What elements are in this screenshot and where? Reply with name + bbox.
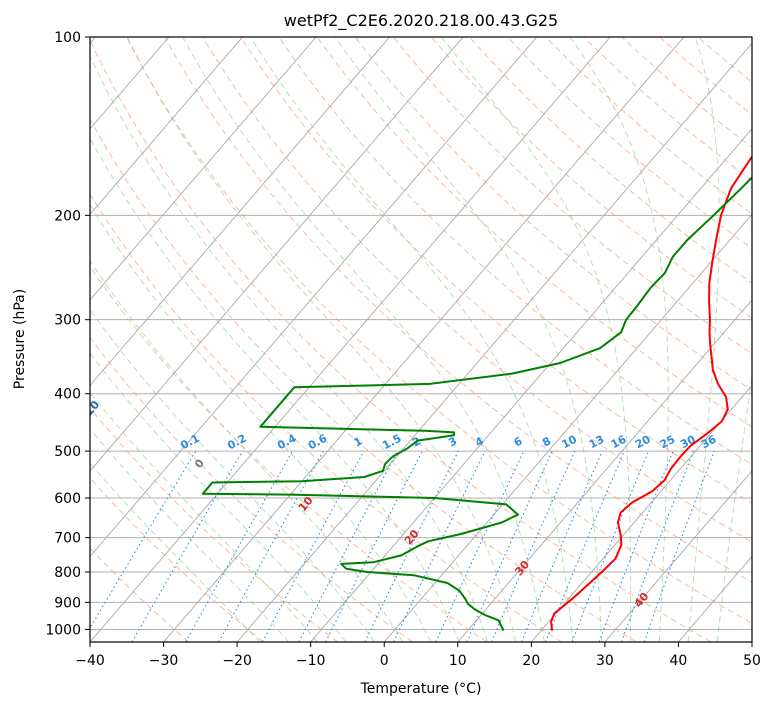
- dry-adiabat: [316, 37, 752, 428]
- y-tick-label: 100: [54, 30, 81, 46]
- dry-adiabat: [507, 37, 752, 249]
- dry-adiabat: [90, 193, 562, 642]
- isotherm-line: [90, 37, 243, 216]
- y-tick-label: 800: [54, 565, 81, 581]
- x-tick-label: −30: [149, 653, 179, 669]
- isotherm-line: [530, 384, 752, 642]
- moist-adiabat: [126, 37, 517, 642]
- mixing-ratio-label: 25: [658, 433, 678, 452]
- x-tick-label: 10: [449, 653, 467, 669]
- dry-adiabat: [583, 37, 752, 182]
- mixing-ratio-label: 36: [699, 433, 719, 452]
- isotherm-line: [236, 42, 752, 642]
- isotherm-line: [604, 470, 752, 642]
- dry-adiabat: [90, 336, 413, 642]
- x-tick-label: −40: [75, 653, 105, 669]
- isotherm-line: [383, 213, 752, 642]
- y-tick-label: 600: [54, 491, 81, 507]
- moist-adiabat: [90, 391, 318, 642]
- x-tick-label: 50: [743, 653, 761, 669]
- y-tick-label: 700: [54, 531, 81, 547]
- mixing-ratio-label: 20: [633, 433, 653, 452]
- mixing-ratio-line: [598, 450, 674, 642]
- mixing-ratio-label: 10: [559, 432, 579, 451]
- mixing-ratio-line: [364, 450, 459, 642]
- isotherm-line: [163, 37, 685, 642]
- isotherm-line: [90, 37, 611, 642]
- mixing-ratio-line: [435, 450, 525, 642]
- plot-frame: [89, 36, 753, 643]
- dry-adiabat: [164, 37, 752, 583]
- y-tick-label: 1000: [45, 622, 81, 638]
- moist-adiabat: [90, 352, 347, 642]
- dry-adiabat: [354, 37, 752, 391]
- mixing-ratio-lines: [90, 450, 715, 642]
- dry-adiabat: [240, 37, 752, 504]
- mixing-ratio-line: [90, 450, 197, 630]
- x-tick-label: 40: [670, 653, 688, 669]
- isotherm-line: [90, 37, 538, 558]
- moist-adiabats: [90, 37, 752, 642]
- mixing-ratio-label: 16: [609, 433, 629, 452]
- x-tick-label: 0: [380, 653, 389, 669]
- y-axis-ticks: 100 200 300 400 500 600 700 800 900 1000: [45, 30, 90, 638]
- y-tick-label: 300: [54, 313, 81, 329]
- moist-adiabat: [687, 37, 720, 642]
- mixing-ratio-line: [393, 450, 486, 642]
- moist-adiabat: [182, 37, 545, 642]
- dry-adiabat: [545, 37, 752, 215]
- mixing-ratio-line: [131, 450, 244, 642]
- y-tick-label: 500: [54, 444, 81, 460]
- chart-title: wetPf2_C2E6.2020.218.00.43.G25: [284, 11, 558, 31]
- x-axis-ticks: −40 −30 −20 −10 0 10 20 30 40 50: [75, 642, 761, 669]
- x-tick-label: 30: [596, 653, 614, 669]
- x-axis-label: Temperature (°C): [360, 681, 482, 697]
- dry-adiabat: [126, 37, 752, 624]
- y-axis-label: Pressure (hPa): [12, 289, 28, 389]
- moist-adiabat: [569, 37, 669, 642]
- isotherm-line: [90, 37, 317, 301]
- dewpoint-profile-line: [201, 175, 752, 632]
- sounding-profiles: [201, 155, 752, 632]
- isotherm-line: [310, 128, 752, 642]
- dry-adiabat: [90, 477, 264, 642]
- skewed-isotherms: [90, 37, 752, 642]
- dry-adiabat: [278, 37, 752, 466]
- mixing-ratio-line: [262, 450, 365, 642]
- x-tick-label: −20: [222, 653, 252, 669]
- moist-adiabat: [441, 37, 632, 642]
- y-tick-label: 400: [54, 387, 81, 403]
- moist-adiabat: [716, 372, 752, 642]
- moist-adiabat: [90, 428, 290, 642]
- moist-adiabat: [90, 137, 460, 642]
- mixing-ratio-label: 13: [587, 433, 607, 452]
- y-tick-label: 200: [54, 208, 81, 224]
- y-tick-label: 900: [54, 595, 81, 611]
- mixing-ratio-label: 30: [678, 432, 698, 451]
- isotherm-line: [90, 37, 390, 387]
- grid-lines: [90, 37, 752, 630]
- plot-area: 0.10.20.40.611.52346810131620253036-100-…: [90, 37, 752, 642]
- dry-adiabat: [392, 37, 752, 355]
- moist-adiabat: [334, 37, 602, 642]
- dry-adiabat: [90, 118, 637, 642]
- mixing-ratio-line: [571, 450, 650, 642]
- x-tick-label: 20: [522, 653, 540, 669]
- dry-adiabat: [202, 37, 752, 543]
- moist-adiabat: [90, 462, 261, 642]
- temperature-profile-line: [550, 155, 752, 631]
- moist-adiabat: [90, 203, 432, 642]
- x-tick-label: −10: [296, 653, 326, 669]
- moist-adiabat: [249, 37, 574, 642]
- moist-adiabat: [90, 308, 375, 642]
- isotherm-line: [457, 299, 752, 642]
- isotherm-line: [90, 37, 464, 472]
